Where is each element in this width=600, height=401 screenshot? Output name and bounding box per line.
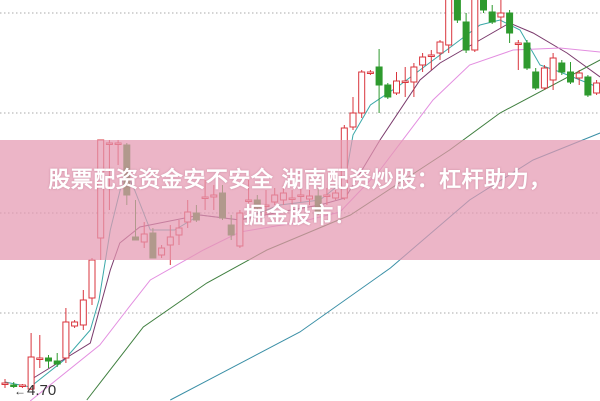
candle: [471, 0, 479, 52]
candle: [366, 70, 374, 75]
candle: [506, 10, 514, 43]
candle: [540, 65, 548, 90]
candle: [10, 382, 18, 388]
low-price-label: ←4.70: [14, 382, 56, 399]
candle: [410, 63, 418, 97]
candle-body: [445, 0, 453, 46]
candle-body: [71, 321, 79, 327]
candle: [36, 335, 44, 368]
candle-body: [419, 56, 427, 66]
candle-body: [79, 299, 87, 326]
candle-body: [567, 71, 574, 83]
candle-body: [27, 356, 35, 390]
candle: [18, 384, 26, 388]
candle-body: [349, 112, 357, 128]
candle-body: [436, 41, 444, 54]
candle-body: [53, 360, 61, 365]
candle: [445, 0, 453, 53]
candle: [384, 83, 392, 99]
candle-body: [584, 76, 592, 96]
candle: [436, 40, 444, 60]
candle-body: [358, 71, 366, 114]
candle: [488, 5, 496, 24]
candle: [514, 40, 522, 70]
candle: [45, 355, 52, 368]
candle: [349, 97, 357, 130]
candle-body: [532, 71, 540, 89]
candle-body: [36, 357, 44, 360]
candle: [375, 49, 383, 113]
candle: [480, 0, 487, 13]
candle: [427, 50, 435, 70]
candle: [401, 67, 409, 97]
candle-body: [558, 62, 566, 73]
candle-body: [488, 11, 496, 23]
candle-body: [375, 66, 383, 86]
candle-body: [1, 382, 9, 385]
candle: [549, 53, 557, 90]
candle: [358, 70, 366, 118]
candle-body: [18, 384, 26, 387]
candle-body: [384, 84, 392, 98]
candle-body: [506, 12, 514, 34]
candle-body: [593, 82, 600, 94]
title-banner: [0, 140, 600, 260]
candle: [419, 53, 427, 72]
candle-body: [401, 80, 409, 83]
candle-body: [366, 71, 374, 74]
candle: [558, 60, 566, 75]
candle: [567, 62, 574, 84]
candle-body: [497, 12, 505, 18]
low-price-value: 4.70: [27, 382, 57, 399]
candle-body: [523, 42, 531, 69]
candle-body: [549, 57, 557, 81]
candle-body: [514, 42, 522, 45]
candle-body: [471, 0, 479, 51]
title-line-1: 股票配资资金安不安全 湖南配资炒股：杠杆助力，: [48, 168, 552, 193]
candle-body: [393, 80, 400, 94]
candle: [584, 75, 592, 97]
candle-body: [540, 67, 548, 89]
candle: [393, 72, 400, 95]
candle: [27, 333, 35, 390]
candle-body: [462, 21, 470, 51]
candle: [532, 68, 540, 90]
candle-body: [453, 0, 461, 21]
candle-body: [62, 321, 70, 359]
left-arrow-icon: ←: [14, 384, 26, 398]
candle: [62, 308, 70, 363]
candle: [79, 290, 87, 330]
candle: [593, 80, 600, 95]
candle: [462, 13, 470, 53]
candle-body: [45, 357, 52, 362]
candle-body: [427, 54, 435, 57]
candle-body: [88, 259, 96, 299]
candle: [453, 0, 461, 23]
candle: [497, 0, 505, 28]
article-title: 股票配资资金安不安全 湖南配资炒股：杠杆助力， 掘金股市！: [0, 163, 600, 235]
title-line-2: 掘金股市！: [243, 204, 357, 229]
candle-body: [410, 66, 418, 83]
candle-body: [575, 72, 583, 79]
candle: [575, 70, 583, 85]
candle-body: [480, 0, 487, 11]
candle: [53, 353, 61, 367]
candle: [88, 258, 96, 305]
candle: [1, 379, 9, 388]
candle-body: [10, 384, 18, 387]
candle: [71, 320, 79, 328]
candle: [523, 40, 531, 70]
